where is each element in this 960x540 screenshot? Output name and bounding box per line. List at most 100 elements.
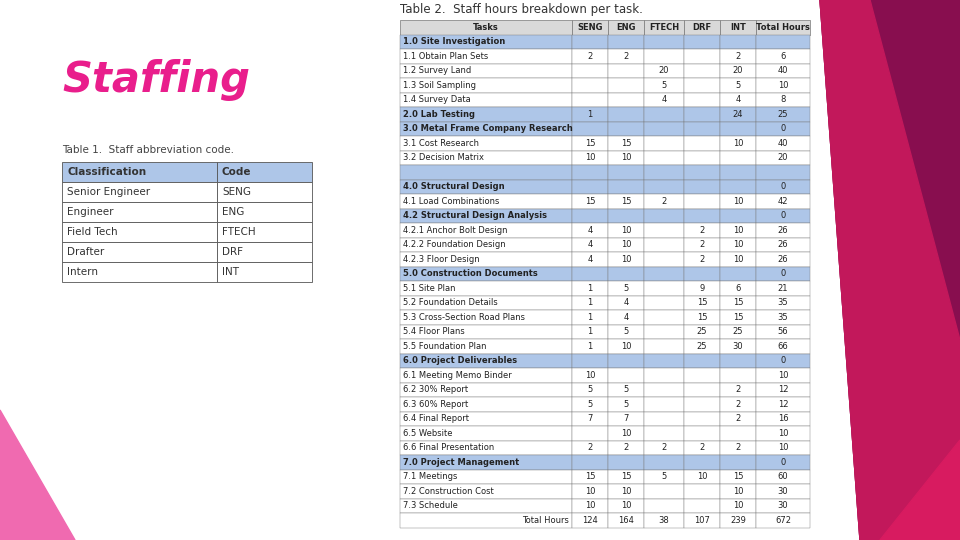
Bar <box>572 64 608 78</box>
Bar <box>572 223 608 238</box>
Bar <box>400 64 572 78</box>
Bar <box>644 397 684 411</box>
Bar <box>684 122 720 136</box>
Polygon shape <box>820 0 960 540</box>
Text: 7: 7 <box>623 414 629 423</box>
Bar <box>684 426 720 441</box>
Bar <box>608 64 644 78</box>
Bar <box>400 310 572 325</box>
Bar <box>720 281 756 295</box>
Bar <box>756 238 810 252</box>
Text: INT: INT <box>222 267 239 277</box>
Bar <box>644 411 684 426</box>
Text: 35: 35 <box>778 298 788 307</box>
Bar <box>684 469 720 484</box>
Text: 5: 5 <box>623 400 629 409</box>
Bar <box>572 325 608 339</box>
Bar <box>572 238 608 252</box>
Bar <box>572 484 608 498</box>
Text: 0: 0 <box>780 458 785 467</box>
Text: 4.2.3 Floor Design: 4.2.3 Floor Design <box>403 255 480 264</box>
Bar <box>756 295 810 310</box>
Bar <box>756 397 810 411</box>
Text: 5.5 Foundation Plan: 5.5 Foundation Plan <box>403 342 487 351</box>
Bar <box>756 49 810 64</box>
Text: Classification: Classification <box>67 167 146 177</box>
Bar <box>756 92 810 107</box>
Bar <box>684 513 720 528</box>
Bar <box>608 513 644 528</box>
Bar <box>400 411 572 426</box>
Bar <box>644 179 684 194</box>
Bar <box>720 310 756 325</box>
Bar <box>756 368 810 382</box>
Bar <box>572 107 608 122</box>
Text: 3.0 Metal Frame Company Research: 3.0 Metal Frame Company Research <box>403 124 573 133</box>
Text: 2: 2 <box>700 443 705 453</box>
Text: 2: 2 <box>700 226 705 235</box>
Text: 12: 12 <box>778 400 788 409</box>
Bar <box>608 368 644 382</box>
Text: 16: 16 <box>778 414 788 423</box>
Text: 10: 10 <box>778 371 788 380</box>
Bar <box>644 208 684 223</box>
Bar <box>684 208 720 223</box>
Bar <box>400 208 572 223</box>
Text: 1: 1 <box>588 284 592 293</box>
Bar <box>400 267 572 281</box>
Bar <box>756 411 810 426</box>
Bar <box>572 498 608 513</box>
Bar <box>684 252 720 267</box>
Bar <box>608 252 644 267</box>
Bar <box>756 455 810 469</box>
Bar <box>684 498 720 513</box>
Text: 15: 15 <box>732 313 743 322</box>
Bar <box>608 194 644 208</box>
Bar <box>572 208 608 223</box>
Bar <box>756 35 810 49</box>
Bar <box>720 295 756 310</box>
Text: 0: 0 <box>780 211 785 220</box>
Text: Engineer: Engineer <box>67 207 113 217</box>
Bar <box>644 136 684 151</box>
Bar <box>572 354 608 368</box>
Text: Total Hours: Total Hours <box>756 23 810 32</box>
Text: 15: 15 <box>697 313 708 322</box>
Text: 2: 2 <box>661 197 666 206</box>
Bar <box>572 194 608 208</box>
Text: 6.6 Final Presentation: 6.6 Final Presentation <box>403 443 494 453</box>
Bar <box>756 484 810 498</box>
Bar <box>400 35 572 49</box>
Text: 10: 10 <box>732 255 743 264</box>
Text: 4: 4 <box>661 95 666 104</box>
Bar <box>400 107 572 122</box>
Text: 66: 66 <box>778 342 788 351</box>
Bar <box>756 122 810 136</box>
Text: 5: 5 <box>588 385 592 394</box>
Bar <box>720 151 756 165</box>
Text: 1: 1 <box>588 327 592 336</box>
Bar <box>644 498 684 513</box>
Bar <box>400 20 572 35</box>
Text: SENG: SENG <box>577 23 603 32</box>
Bar <box>720 238 756 252</box>
Text: 9: 9 <box>700 284 705 293</box>
Bar <box>608 426 644 441</box>
Text: 35: 35 <box>778 313 788 322</box>
Text: 5: 5 <box>623 385 629 394</box>
Text: 10: 10 <box>621 240 632 249</box>
Bar <box>217 222 312 242</box>
Text: 3.2 Decision Matrix: 3.2 Decision Matrix <box>403 153 484 162</box>
Text: 10: 10 <box>732 487 743 496</box>
Bar <box>400 151 572 165</box>
Bar <box>644 223 684 238</box>
Bar <box>756 354 810 368</box>
Bar <box>608 411 644 426</box>
Bar <box>572 339 608 354</box>
Text: 7.0 Project Management: 7.0 Project Management <box>403 458 519 467</box>
Bar <box>62 202 217 222</box>
Bar <box>608 441 644 455</box>
Text: 15: 15 <box>585 472 595 481</box>
Bar <box>684 78 720 92</box>
Bar <box>572 49 608 64</box>
